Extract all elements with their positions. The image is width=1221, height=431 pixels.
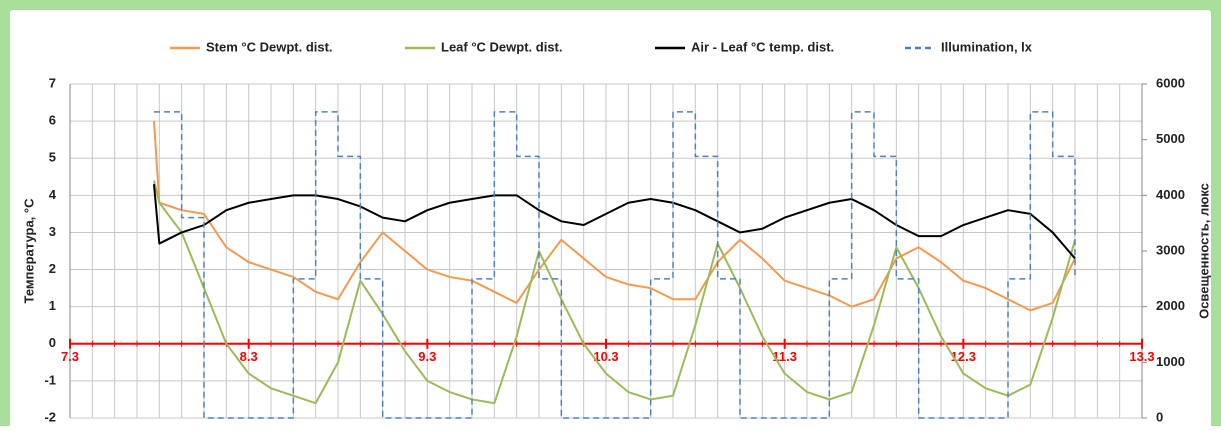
x-tick-label: 12.3 [951,349,976,364]
x-tick-label: 11.3 [772,349,797,364]
y-tick-label: -2 [44,409,56,424]
y-tick-label: 4 [49,187,57,202]
series-line [152,121,1076,312]
y2-tick-label: 2000 [1156,298,1185,313]
x-tick-label: 7.3 [61,349,79,364]
x-tick-label: 9.3 [418,349,436,364]
y-axis-label: Температура, °C [21,198,36,304]
y2-tick-label: 0 [1156,409,1163,424]
x-tick-label: 8.3 [240,349,258,364]
y-tick-label: 1 [49,298,56,313]
legend-label: Illumination, lx [941,39,1033,54]
y-tick-label: 5 [49,150,56,165]
y-tick-label: 6 [49,113,56,128]
series-line [152,184,1076,260]
y2-tick-label: 3000 [1156,242,1185,257]
y-tick-label: 3 [49,224,56,239]
panel [10,10,1211,431]
y-tick-label: 0 [49,335,56,350]
series-line [153,111,1076,419]
y2-tick-label: 4000 [1156,187,1185,202]
y2-axis-label: Освещенность, люкс [1196,183,1211,319]
x-tick-label: 13.3 [1129,349,1154,364]
y-tick-label: 2 [49,261,56,276]
x-tick-label: 10.3 [593,349,618,364]
y-tick-label: -1 [44,372,56,387]
legend-label: Stem °C Dewpt. dist. [206,39,333,54]
y-tick-label: 7 [49,75,56,90]
y2-tick-label: 6000 [1156,75,1185,90]
legend-label: Air - Leaf °C temp. dist. [691,39,834,54]
legend-label: Leaf °C Dewpt. dist. [441,39,563,54]
y2-tick-label: 5000 [1156,131,1185,146]
y2-tick-label: 1000 [1156,354,1185,369]
